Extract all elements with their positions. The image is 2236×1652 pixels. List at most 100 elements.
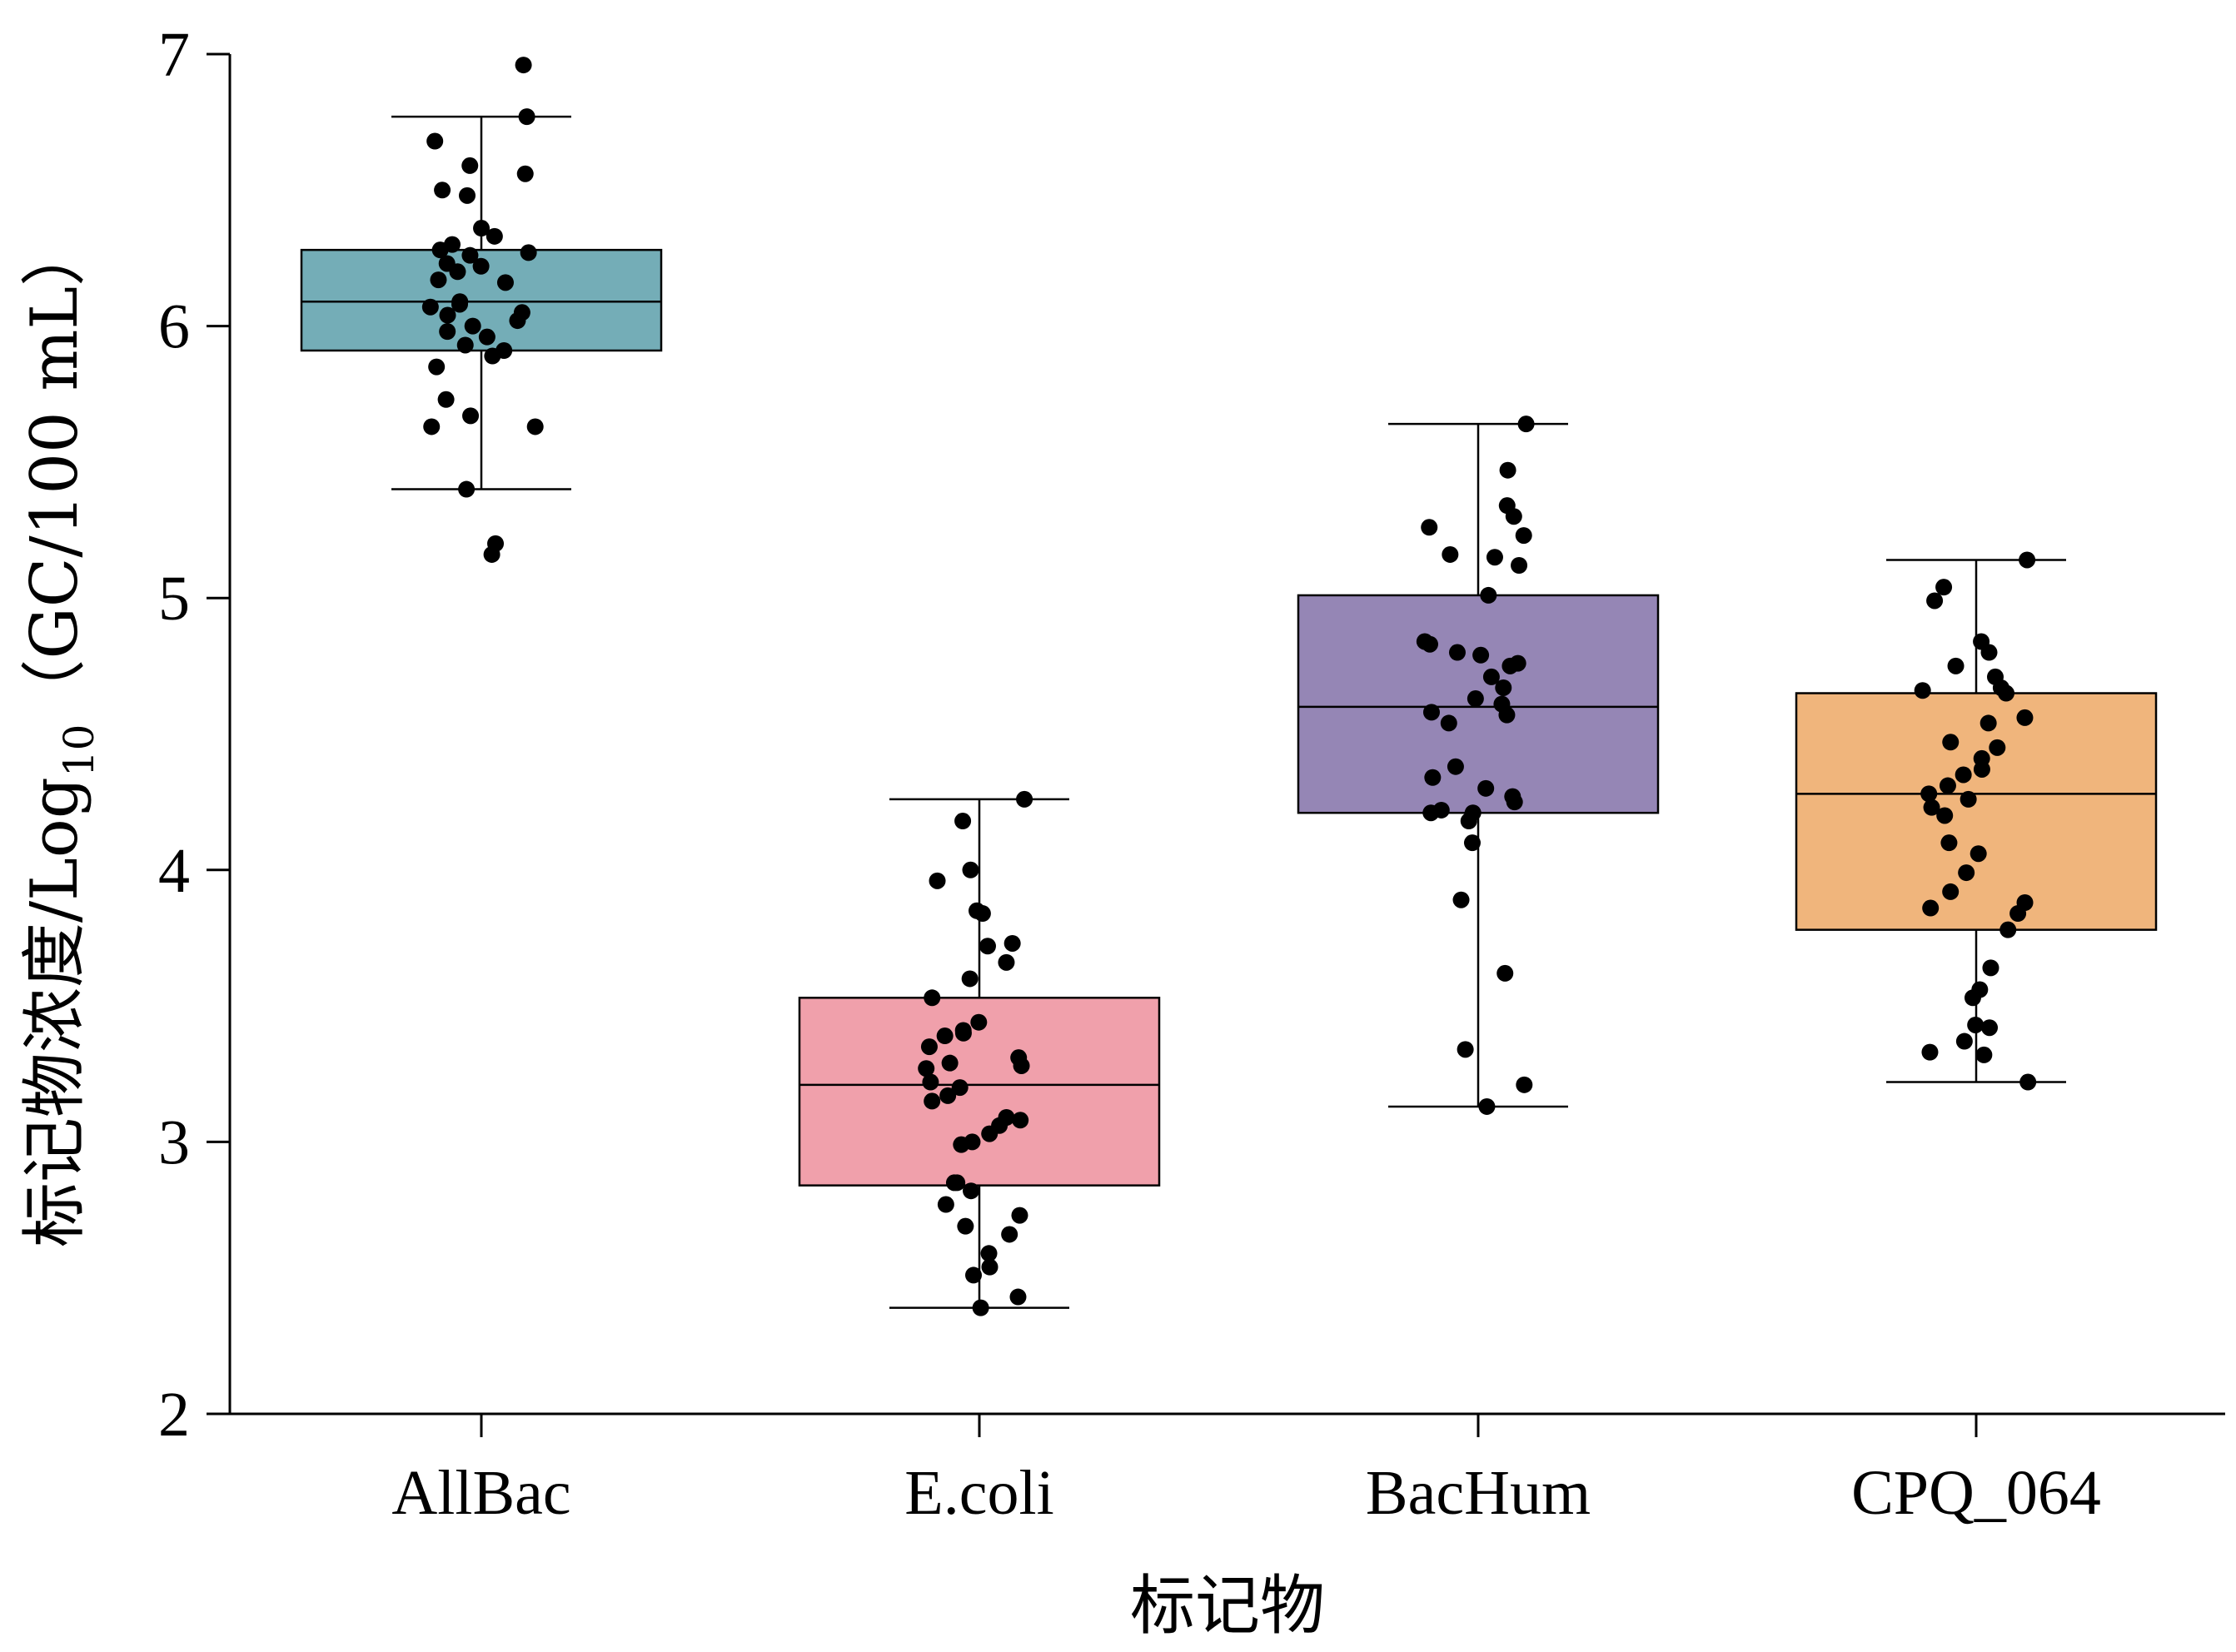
data-point [922, 1073, 939, 1091]
box-bachum [1297, 422, 1660, 1108]
data-point [1981, 1019, 1999, 1037]
data-point [1923, 799, 1940, 816]
data-point [516, 165, 534, 182]
data-point [1921, 1043, 1939, 1061]
iqr-box [1795, 692, 2158, 931]
data-point [1495, 679, 1512, 696]
data-point [1964, 989, 1981, 1007]
data-point [1482, 668, 1500, 685]
data-point [434, 182, 451, 199]
y-tick-label: 7 [158, 20, 190, 90]
y-axis-title-main: 标记物浓度/Log [17, 777, 92, 1247]
data-point [1947, 657, 1965, 674]
data-point [1501, 657, 1519, 674]
data-point [1505, 508, 1522, 525]
data-point [1463, 834, 1481, 852]
data-point [1515, 527, 1532, 545]
data-point [980, 1245, 998, 1262]
points-layer [421, 57, 2037, 1316]
data-point [439, 323, 456, 341]
data-point [1442, 545, 1459, 563]
data-point [941, 1054, 959, 1072]
data-point [484, 347, 501, 365]
data-point [1955, 1032, 1973, 1050]
data-point [1506, 794, 1523, 811]
data-point [954, 1024, 972, 1042]
data-point [478, 328, 496, 346]
data-point [1960, 790, 1977, 808]
data-point [1460, 813, 1477, 830]
points-e-coli [918, 790, 1033, 1316]
data-point [1498, 706, 1516, 724]
data-point [1967, 1016, 1985, 1033]
data-point [459, 187, 476, 204]
data-point [509, 312, 526, 330]
data-point [1478, 1097, 1496, 1115]
y-tick-label: 6 [158, 292, 190, 362]
data-point [920, 1038, 938, 1056]
data-point [1452, 891, 1470, 908]
data-point [1914, 682, 1931, 699]
data-point [961, 970, 979, 988]
y-tick-label: 4 [158, 836, 190, 906]
data-point [1013, 1057, 1030, 1074]
data-point [951, 1079, 969, 1097]
data-point [1936, 807, 1954, 824]
data-point [1920, 785, 1938, 803]
data-point [1935, 579, 1953, 596]
data-point [1942, 734, 1960, 751]
data-point [954, 813, 972, 830]
points-allbac [421, 57, 544, 563]
points-cpq-064 [1914, 551, 2037, 1091]
data-point [1958, 864, 1975, 882]
data-point [439, 306, 456, 324]
data-point [981, 1125, 998, 1142]
y-axis-title-unit: （GC/100 mL） [17, 221, 92, 724]
data-point [2019, 1073, 2037, 1091]
data-point [1480, 586, 1497, 604]
y-axis-title: 标记物浓度/Log10（GC/100 mL） [17, 221, 103, 1247]
data-point [979, 938, 996, 955]
data-point [1970, 845, 1987, 863]
data-point [937, 1196, 954, 1213]
data-point [464, 317, 481, 335]
data-point [1926, 592, 1944, 610]
data-point [1011, 1207, 1028, 1224]
data-point [1422, 704, 1440, 721]
data-point [1477, 779, 1495, 797]
box-e-coli [798, 798, 1161, 1309]
data-point [1009, 1288, 1027, 1306]
box-cpq-064 [1795, 559, 2158, 1083]
data-point [957, 1217, 974, 1235]
data-point [929, 872, 946, 889]
data-point [1448, 644, 1466, 661]
data-point [2009, 905, 2027, 923]
data-point [437, 391, 455, 408]
data-point [456, 336, 474, 354]
data-point [1980, 714, 1997, 732]
data-point [964, 1266, 982, 1284]
data-point [1940, 834, 1958, 852]
data-point [520, 244, 537, 261]
data-point [924, 989, 941, 1007]
data-point [472, 257, 490, 275]
data-point [1499, 461, 1516, 479]
data-point [458, 480, 476, 498]
data-point [1486, 549, 1503, 566]
data-point [430, 271, 447, 289]
data-point [918, 1060, 935, 1077]
data-point [496, 274, 514, 291]
data-point [936, 1028, 954, 1045]
y-tick-label: 3 [158, 1107, 190, 1177]
data-point [1003, 934, 1021, 952]
data-point [1511, 557, 1528, 575]
data-point [1997, 684, 2014, 702]
data-point [1421, 519, 1438, 536]
data-point [1424, 769, 1442, 786]
data-point [2016, 709, 2034, 726]
data-point [428, 358, 446, 376]
x-tick-label: CPQ_064 [1851, 1458, 2101, 1528]
data-point [518, 108, 535, 126]
data-point [981, 1258, 998, 1276]
data-point [486, 227, 503, 245]
